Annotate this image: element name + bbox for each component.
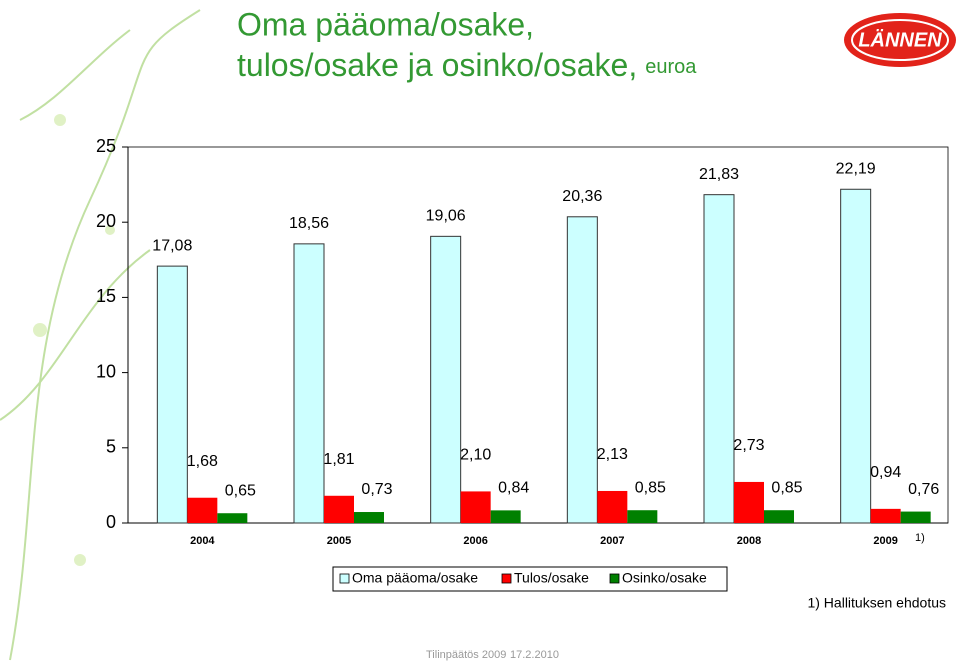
footnote: 1) Hallituksen ehdotus [807, 595, 946, 611]
title-text: tulos/osake ja osinko/osake, [237, 47, 637, 83]
logo-text: LÄNNEN [858, 28, 942, 51]
bar [460, 491, 491, 523]
legend-label: Oma pääoma/osake [352, 570, 478, 586]
value-label: 2,73 [733, 437, 764, 454]
title-line: tulos/osake ja osinko/osake, euroa [237, 47, 697, 83]
x-tick-label: 2004 [190, 535, 215, 547]
value-label: 0,73 [361, 481, 392, 498]
x-tick-label: 2009 [873, 535, 897, 547]
value-label: 0,85 [771, 479, 802, 496]
bar [324, 495, 354, 523]
value-label: 0,94 [870, 464, 901, 481]
bar [734, 481, 764, 523]
plot-frame [127, 146, 949, 524]
title-line: Oma pääoma/osake, [237, 6, 534, 42]
value-label: 0,84 [498, 480, 529, 497]
legend-frame [332, 566, 728, 592]
bar [293, 243, 325, 524]
value-label: 1,68 [187, 453, 218, 470]
bar [703, 194, 735, 524]
value-label: 21,83 [699, 166, 739, 183]
value-label: 0,65 [225, 482, 256, 499]
bar [627, 510, 658, 523]
value-label: 17,08 [152, 237, 192, 254]
value-label: 0,85 [635, 479, 666, 496]
annotation: 1) [915, 532, 925, 544]
value-label: 2,13 [597, 446, 628, 463]
y-tick-label: 15 [96, 286, 116, 306]
bar [490, 510, 521, 523]
legend-swatch [339, 573, 350, 584]
footer: Tilinpäätös 2009 [426, 649, 506, 661]
bar [156, 265, 188, 524]
logo: LÄNNEN [844, 13, 956, 67]
x-tick-label: 2006 [463, 535, 487, 547]
bar [840, 188, 872, 524]
x-tick-label: 2007 [600, 535, 624, 547]
y-tick-label: 0 [106, 512, 116, 532]
legend-label: Osinko/osake [622, 570, 707, 586]
legend-label: Tulos/osake [514, 570, 589, 586]
bar [354, 512, 384, 523]
legend: Oma pääoma/osake Tulos/osake Osinko/osake [332, 566, 728, 592]
value-label: 22,19 [836, 160, 876, 177]
legend-swatch [609, 573, 620, 584]
footer: 17.2.2010 [510, 649, 559, 661]
value-label: 2,10 [460, 447, 491, 464]
value-label: 18,56 [289, 215, 329, 232]
value-label: 0,76 [908, 481, 939, 498]
value-label: 1,81 [323, 451, 354, 468]
bar [566, 216, 598, 524]
bar [870, 508, 901, 523]
value-label: 19,06 [426, 208, 466, 225]
y-tick-label: 10 [96, 361, 116, 381]
bar [597, 490, 628, 523]
bar [217, 513, 248, 523]
bar [764, 510, 794, 523]
decoration [0, 9, 201, 661]
y-tick-label: 20 [96, 211, 116, 231]
x-tick-label: 2005 [327, 535, 351, 547]
unit: euroa [645, 56, 697, 78]
bar [430, 235, 462, 524]
y-tick-label: 25 [96, 136, 116, 156]
bar [187, 497, 218, 523]
x-tick-label: 2008 [737, 535, 761, 547]
y-tick-label: 5 [106, 437, 116, 457]
legend-swatch [501, 573, 512, 584]
bar [900, 511, 931, 523]
value-label: 20,36 [562, 188, 602, 205]
